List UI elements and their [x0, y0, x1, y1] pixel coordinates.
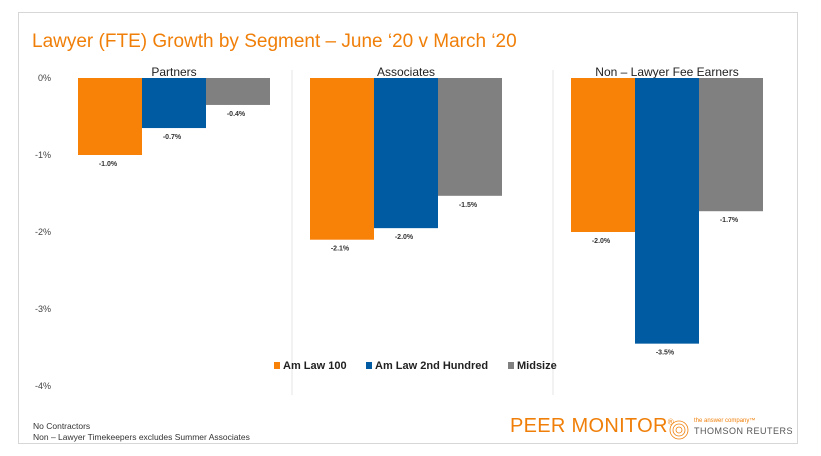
peer-monitor-logo: PEER MONITOR® [510, 415, 674, 438]
data-label: -2.1% [331, 246, 350, 253]
bar [571, 78, 635, 232]
bar [310, 78, 374, 240]
y-tick-label: -4% [35, 381, 51, 391]
data-label: -2.0% [592, 238, 611, 245]
legend-swatch [274, 362, 280, 369]
footnote-timekeepers: Non – Lawyer Timekeepers excludes Summer… [33, 432, 250, 442]
brand-tagline: the answer company™ [694, 418, 756, 424]
chart-title: Lawyer (FTE) Growth by Segment – June ‘2… [32, 31, 517, 52]
bar [438, 78, 502, 196]
y-axis: 0% -1% -2% -3% -4% [35, 73, 51, 391]
bars [78, 78, 763, 344]
segment-label: Associates [377, 65, 435, 79]
bar [699, 78, 763, 212]
data-label: -0.7% [163, 134, 182, 141]
y-tick-label: -3% [35, 304, 51, 314]
data-label: -2.0% [395, 234, 414, 241]
legend-label: Am Law 100 [283, 360, 347, 372]
thomson-reuters-logo-icon [669, 420, 689, 440]
legend-swatch [508, 362, 514, 369]
bar [635, 78, 699, 344]
legend-label: Midsize [517, 360, 557, 372]
bar [78, 78, 142, 155]
data-label: -0.4% [227, 111, 246, 118]
y-tick-label: -2% [35, 227, 51, 237]
brand-name: PEER MONITOR [510, 415, 668, 437]
bar [374, 78, 438, 229]
data-label: -1.5% [459, 202, 478, 209]
legend: Am Law 100 Am Law 2nd Hundred Midsize [274, 360, 557, 372]
data-labels: -1.0% -0.7% -0.4% -2.1% -2.0% -1.5% -2.0% -3.5%… [99, 111, 739, 357]
segment-label: Non – Lawyer Fee Earners [595, 65, 738, 79]
segment-separators [291, 70, 554, 395]
data-label: -3.5% [656, 350, 675, 357]
y-tick-label: 0% [38, 73, 51, 83]
y-tick-label: -1% [35, 150, 51, 160]
footnote-contractors: No Contractors [33, 421, 91, 431]
data-label: -1.0% [99, 161, 118, 168]
legend-label: Am Law 2nd Hundred [375, 360, 488, 372]
segment-labels: Partners Associates Non – Lawyer Fee Earne… [151, 65, 738, 79]
segment-label: Partners [151, 65, 196, 79]
brand-registered-mark: ® [667, 417, 674, 427]
bar [142, 78, 206, 129]
brand-company: THOMSON REUTERS [694, 426, 794, 436]
bar [206, 78, 270, 105]
legend-swatch [366, 362, 372, 369]
data-label: -1.7% [720, 217, 739, 224]
